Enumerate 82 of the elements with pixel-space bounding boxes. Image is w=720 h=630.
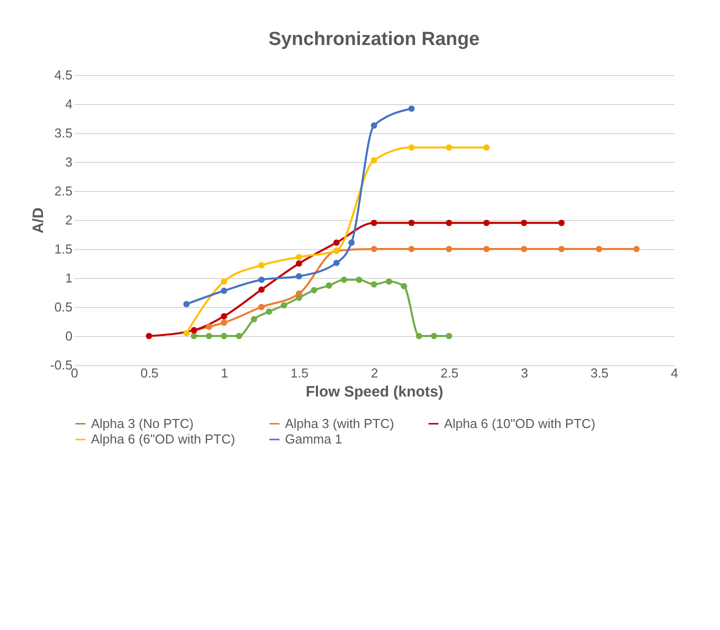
point	[220, 278, 228, 285]
point	[446, 220, 452, 226]
point	[520, 220, 528, 226]
y-tick-label: 1	[65, 270, 72, 286]
x-axis-title: Flow Speed (knots)	[306, 384, 444, 400]
point	[296, 254, 302, 260]
point	[296, 290, 302, 297]
y-tick-label: 1.5	[54, 242, 72, 256]
point	[310, 287, 318, 294]
x-tick-label: 1.5	[290, 366, 309, 380]
point	[356, 276, 362, 283]
point	[326, 282, 332, 289]
point	[280, 302, 288, 308]
y-tick-label: 0	[65, 328, 72, 344]
legend-label: Gamma 1	[285, 432, 342, 446]
point	[558, 246, 565, 252]
point	[483, 220, 490, 226]
point	[483, 144, 490, 151]
point	[408, 105, 415, 112]
chart-title: Synchronization Range	[268, 29, 480, 50]
point	[333, 260, 340, 266]
point	[340, 276, 348, 283]
point	[370, 246, 378, 252]
legend-label: Alpha 3 (with PTC)	[285, 416, 394, 431]
point	[386, 278, 392, 285]
point	[483, 246, 490, 252]
point	[446, 332, 452, 340]
y-tick-label: 3	[65, 154, 72, 170]
point	[370, 157, 378, 164]
y-tick-label: 2	[65, 212, 72, 228]
x-tick-label: 1	[220, 366, 228, 380]
point	[258, 276, 265, 283]
point	[520, 246, 528, 252]
point	[446, 144, 452, 151]
point	[370, 220, 378, 226]
y-tick-label: -0.5	[50, 358, 72, 372]
point	[633, 246, 640, 252]
point	[370, 122, 378, 129]
legend-label: Alpha 6 (10"OD with PTC)	[444, 416, 596, 431]
point	[408, 220, 415, 226]
point	[206, 332, 212, 340]
point	[348, 239, 355, 246]
legend-label: Alpha 6 (6"OD with PTC)	[91, 432, 236, 446]
x-tick-label: 2	[370, 366, 378, 380]
point	[558, 220, 565, 226]
point	[258, 262, 265, 268]
point	[220, 332, 228, 340]
point	[333, 239, 340, 246]
y-tick-label: 4	[65, 96, 72, 112]
point	[408, 144, 415, 151]
point	[146, 332, 152, 340]
point	[296, 273, 302, 280]
point	[258, 286, 265, 293]
point	[400, 282, 408, 290]
y-tick-label: 4.5	[54, 68, 72, 82]
y-axis-title: A/D	[30, 207, 48, 234]
point	[183, 330, 190, 336]
x-tick-label: 3	[520, 366, 528, 380]
point	[220, 320, 228, 326]
y-tick-label: 0.5	[54, 300, 72, 314]
point	[446, 246, 452, 252]
y-tick-label: 2.5	[54, 184, 72, 198]
point	[220, 288, 228, 294]
point	[220, 313, 228, 320]
point	[206, 324, 212, 330]
x-tick-label: 0.5	[140, 366, 159, 380]
point	[596, 246, 602, 252]
point	[258, 304, 265, 310]
point	[370, 281, 378, 288]
x-tick-label: 4	[670, 366, 678, 380]
point	[408, 246, 415, 252]
point	[266, 308, 272, 315]
x-tick-label: 3.5	[590, 366, 609, 380]
point	[296, 260, 302, 267]
y-tick-label: 3.5	[54, 126, 72, 140]
point	[416, 332, 422, 340]
point	[250, 316, 258, 322]
legend-label: Alpha 3 (No PTC)	[91, 416, 194, 431]
point	[430, 332, 438, 340]
point	[236, 332, 242, 340]
point	[183, 300, 190, 308]
x-tick-label: 2.5	[440, 366, 459, 380]
